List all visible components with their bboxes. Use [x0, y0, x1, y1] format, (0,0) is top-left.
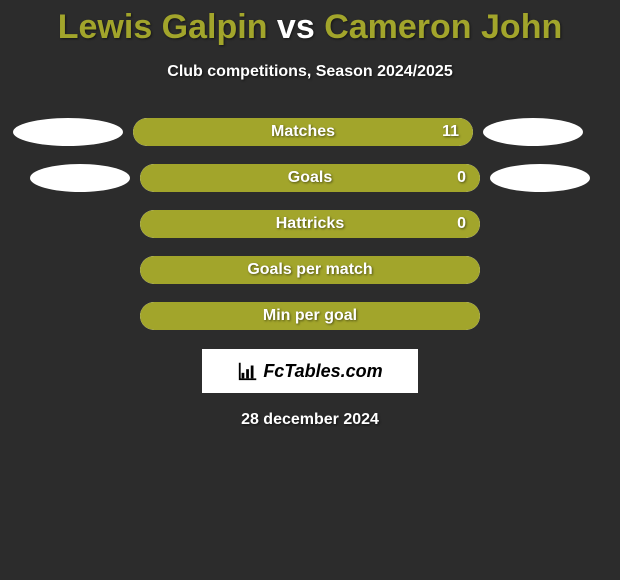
spacer [20, 256, 130, 284]
player1-ellipse [13, 118, 123, 146]
player1-name: Lewis Galpin [58, 8, 268, 46]
player2-name: Cameron John [324, 8, 562, 46]
logo-box: FcTables.com [202, 349, 418, 393]
stat-bar: Hattricks0 [140, 210, 480, 238]
player2-ellipse [490, 164, 590, 192]
stat-label: Min per goal [140, 302, 480, 330]
logo-text: FcTables.com [263, 361, 382, 382]
stat-label: Goals [140, 164, 480, 192]
stat-row: Matches11 [0, 117, 620, 147]
stat-bar: Matches11 [133, 118, 473, 146]
player2-ellipse [483, 118, 583, 146]
stat-rows: Matches11Goals0Hattricks0Goals per match… [0, 117, 620, 331]
spacer [490, 210, 600, 238]
comparison-title: Lewis Galpin vs Cameron John [0, 0, 620, 47]
bar-chart-icon [237, 360, 259, 382]
stat-row: Hattricks0 [0, 209, 620, 239]
stat-bar: Goals0 [140, 164, 480, 192]
spacer [20, 210, 130, 238]
stat-label: Matches [133, 118, 473, 146]
stat-bar: Goals per match [140, 256, 480, 284]
date-text: 28 december 2024 [0, 411, 620, 429]
stat-label: Hattricks [140, 210, 480, 238]
stat-value: 11 [442, 118, 459, 146]
stat-bar: Min per goal [140, 302, 480, 330]
spacer [490, 256, 600, 284]
stat-row: Goals per match [0, 255, 620, 285]
vs-text: vs [277, 8, 315, 46]
fctables-logo: FcTables.com [237, 360, 382, 382]
stat-label: Goals per match [140, 256, 480, 284]
spacer [490, 302, 600, 330]
player1-ellipse [30, 164, 130, 192]
stat-value: 0 [457, 210, 466, 238]
stat-value: 0 [457, 164, 466, 192]
spacer [20, 302, 130, 330]
subtitle: Club competitions, Season 2024/2025 [0, 63, 620, 81]
stat-row: Min per goal [0, 301, 620, 331]
stat-row: Goals0 [0, 163, 620, 193]
